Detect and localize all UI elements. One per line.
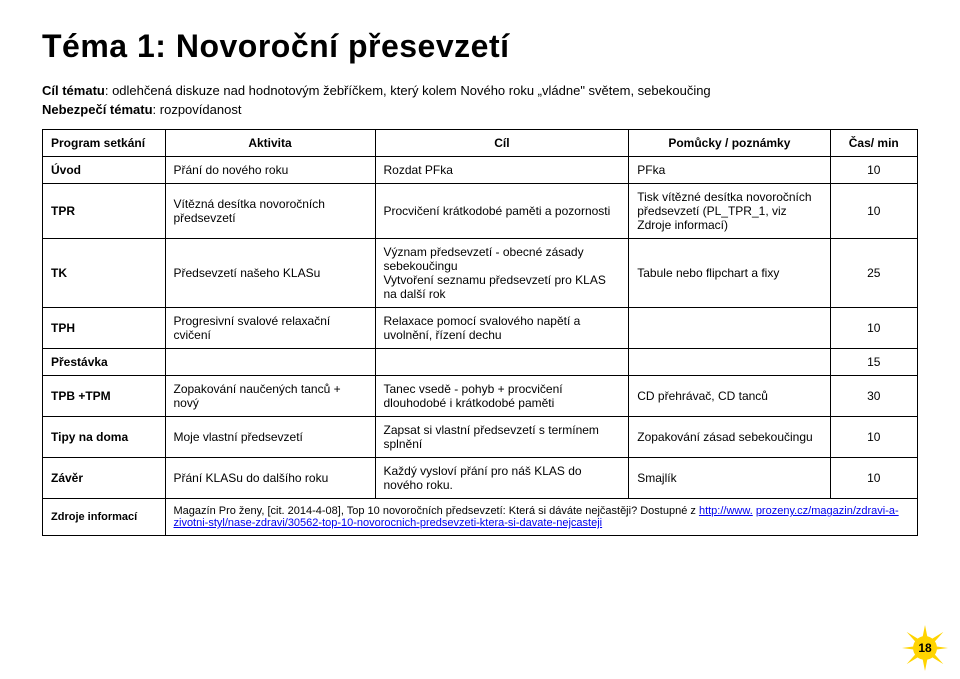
cell: TPR bbox=[43, 184, 166, 239]
table-row: Závěr Přání KLASu do dalšího roku Každý … bbox=[43, 458, 918, 499]
th-cil: Cíl bbox=[375, 130, 629, 157]
cell: Vítězná desítka novoročních předsevzetí bbox=[165, 184, 375, 239]
cell-sources: Magazín Pro ženy, [cit. 2014-4-08], Top … bbox=[165, 499, 918, 536]
th-pomucky: Pomůcky / poznámky bbox=[629, 130, 830, 157]
table-row: Přestávka 15 bbox=[43, 349, 918, 376]
table-row-sources: Zdroje informací Magazín Pro ženy, [cit.… bbox=[43, 499, 918, 536]
intro-line: Cíl tématu: odlehčená diskuze nad hodnot… bbox=[42, 83, 918, 98]
th-cas: Čas/ min bbox=[830, 130, 918, 157]
cell: 15 bbox=[830, 349, 918, 376]
cell: Zdroje informací bbox=[43, 499, 166, 536]
cell: Tisk vítězné desítka novoročních předsev… bbox=[629, 184, 830, 239]
cell: Rozdat PFka bbox=[375, 157, 629, 184]
cell: 10 bbox=[830, 157, 918, 184]
table-row: Úvod Přání do nového roku Rozdat PFka PF… bbox=[43, 157, 918, 184]
table-row: TK Předsevzetí našeho KLASu Význam předs… bbox=[43, 239, 918, 308]
cell: Přestávka bbox=[43, 349, 166, 376]
cell: Každý vysloví přání pro náš KLAS do nové… bbox=[375, 458, 629, 499]
intro-label: Cíl tématu bbox=[42, 83, 105, 98]
th-program: Program setkání bbox=[43, 130, 166, 157]
intro2-text: : rozpovídanost bbox=[153, 102, 242, 117]
cell: Smajlík bbox=[629, 458, 830, 499]
source-link[interactable]: http://www. bbox=[699, 505, 753, 517]
cell bbox=[629, 349, 830, 376]
table-row: TPB +TPM Zopakování naučených tanců + no… bbox=[43, 376, 918, 417]
cell: TPH bbox=[43, 308, 166, 349]
cell bbox=[165, 349, 375, 376]
cell: Tanec vsedě - pohyb + procvičení dlouhod… bbox=[375, 376, 629, 417]
cell: Zapsat si vlastní předsevzetí s termínem… bbox=[375, 417, 629, 458]
cell: Význam předsevzetí - obecné zásady sebek… bbox=[375, 239, 629, 308]
cell: Zopakování zásad sebekoučingu bbox=[629, 417, 830, 458]
table-row: Tipy na doma Moje vlastní předsevzetí Za… bbox=[43, 417, 918, 458]
cell: Přání do nového roku bbox=[165, 157, 375, 184]
cell: Procvičení krátkodobé paměti a pozornost… bbox=[375, 184, 629, 239]
cell: TK bbox=[43, 239, 166, 308]
page-title: Téma 1: Novoroční přesevzetí bbox=[42, 28, 918, 65]
cell: 10 bbox=[830, 417, 918, 458]
table-header-row: Program setkání Aktivita Cíl Pomůcky / p… bbox=[43, 130, 918, 157]
cell: Úvod bbox=[43, 157, 166, 184]
intro-text: : odlehčená diskuze nad hodnotovým žebří… bbox=[105, 83, 711, 98]
th-aktivita: Aktivita bbox=[165, 130, 375, 157]
cell: 10 bbox=[830, 458, 918, 499]
cell: CD přehrávač, CD tanců bbox=[629, 376, 830, 417]
cell: Přání KLASu do dalšího roku bbox=[165, 458, 375, 499]
page-number: 18 bbox=[918, 641, 931, 655]
sources-text: Magazín Pro ženy, [cit. 2014-4-08], Top … bbox=[174, 505, 699, 517]
cell: Předsevzetí našeho KLASu bbox=[165, 239, 375, 308]
cell bbox=[375, 349, 629, 376]
program-table: Program setkání Aktivita Cíl Pomůcky / p… bbox=[42, 129, 918, 536]
cell bbox=[629, 308, 830, 349]
cell: Závěr bbox=[43, 458, 166, 499]
cell: 25 bbox=[830, 239, 918, 308]
cell: Progresivní svalové relaxační cvičení bbox=[165, 308, 375, 349]
cell: 10 bbox=[830, 184, 918, 239]
table-row: TPH Progresivní svalové relaxační cvičen… bbox=[43, 308, 918, 349]
cell: Tabule nebo flipchart a fixy bbox=[629, 239, 830, 308]
cell: PFka bbox=[629, 157, 830, 184]
cell: 10 bbox=[830, 308, 918, 349]
cell: Zopakování naučených tanců + nový bbox=[165, 376, 375, 417]
intro2-label: Nebezpečí tématu bbox=[42, 102, 153, 117]
table-row: TPR Vítězná desítka novoročních předsevz… bbox=[43, 184, 918, 239]
cell: 30 bbox=[830, 376, 918, 417]
intro2-line: Nebezpečí tématu: rozpovídanost bbox=[42, 102, 918, 117]
cell: Tipy na doma bbox=[43, 417, 166, 458]
cell: Relaxace pomocí svalového napětí a uvoln… bbox=[375, 308, 629, 349]
cell: TPB +TPM bbox=[43, 376, 166, 417]
page-number-badge: 18 bbox=[902, 625, 948, 671]
cell: Moje vlastní předsevzetí bbox=[165, 417, 375, 458]
